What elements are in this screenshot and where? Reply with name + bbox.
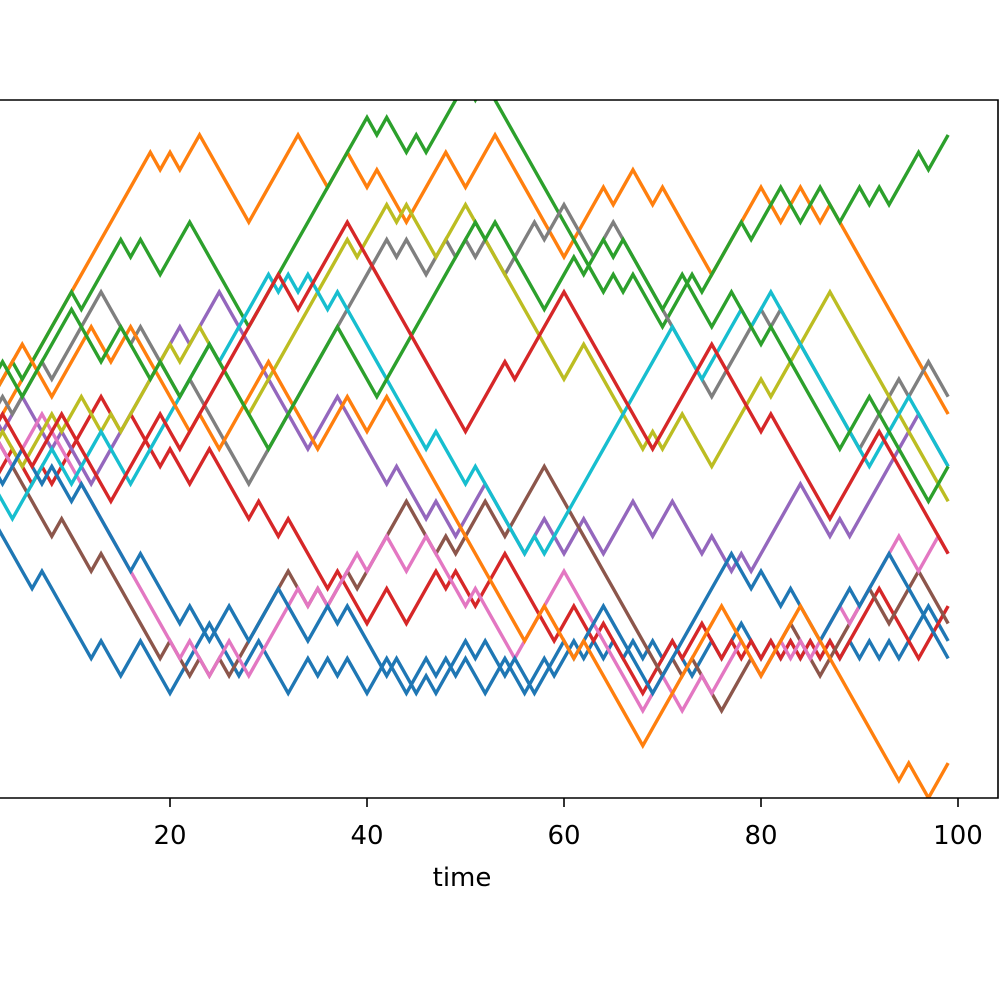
series-line-3 bbox=[0, 100, 950, 388]
series-line-13 bbox=[0, 218, 950, 505]
series-line-2 bbox=[0, 131, 950, 423]
series-line-11 bbox=[0, 445, 950, 697]
x-axis-label: time bbox=[433, 863, 492, 893]
x-tick-label-20: 20 bbox=[153, 821, 186, 851]
series-line-14 bbox=[0, 218, 950, 555]
x-tick-label-100: 100 bbox=[933, 821, 983, 851]
series-line-9 bbox=[0, 201, 950, 503]
axes-frame bbox=[0, 99, 999, 799]
x-axis-ticks: 20 40 60 80 100 bbox=[153, 798, 983, 851]
series-layer bbox=[0, 100, 950, 798]
series-line-7 bbox=[0, 410, 950, 715]
x-tick-label-80: 80 bbox=[744, 821, 777, 851]
x-tick-label-60: 60 bbox=[547, 821, 580, 851]
x-tick-label-40: 40 bbox=[350, 821, 383, 851]
series-line-12 bbox=[0, 323, 950, 798]
series-line-10 bbox=[0, 271, 950, 558]
